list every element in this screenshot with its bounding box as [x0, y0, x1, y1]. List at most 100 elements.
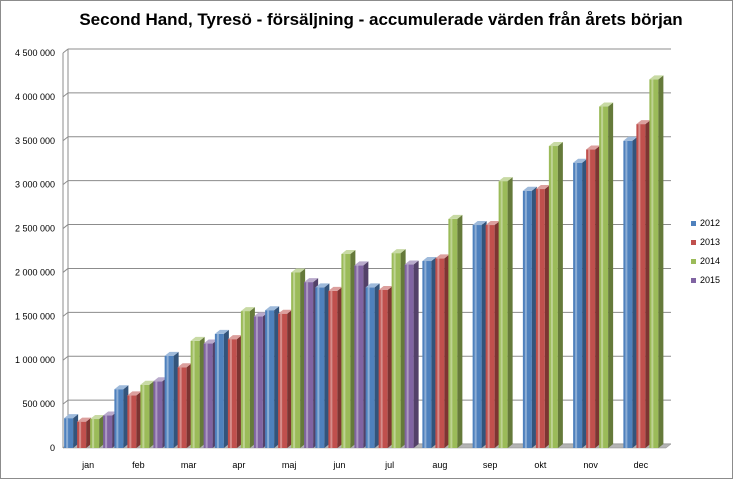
bar-highlight	[306, 282, 309, 448]
bar-highlight	[487, 225, 490, 448]
bar-side	[595, 145, 601, 449]
bar-side	[199, 336, 205, 448]
bar-side	[494, 221, 500, 448]
bar-mar-2013	[177, 363, 192, 448]
bar-front	[522, 190, 532, 449]
bar-highlight	[500, 181, 503, 448]
bar-highlight	[242, 311, 245, 448]
bar-jul-2012	[365, 283, 380, 448]
bar-front	[203, 343, 213, 448]
bar-top	[265, 306, 280, 311]
bar-front	[140, 384, 150, 448]
bar-top	[190, 336, 205, 341]
bar-highlight	[293, 272, 296, 448]
bar-aug-2012	[422, 257, 437, 448]
bar-side	[223, 329, 229, 448]
bar-okt-2013	[535, 185, 550, 449]
bar-front	[214, 333, 224, 448]
y-tick-label: 0	[50, 443, 55, 453]
bar-side	[337, 286, 343, 448]
bar-jun-2013	[328, 286, 343, 448]
bar-jan-2013	[77, 417, 92, 448]
bar-highlight	[424, 261, 427, 448]
bar-front	[378, 290, 388, 448]
y-axis: 0 500 000 1 000 000 1 500 000 2 000 000 2 500…	[15, 48, 69, 453]
bar-side	[400, 249, 406, 448]
bar-highlight	[116, 389, 119, 448]
bar-highlight	[317, 287, 320, 448]
bar-top	[240, 307, 255, 312]
bar-jun-2012	[315, 283, 330, 448]
bar-top	[114, 385, 129, 390]
bar-highlight	[524, 190, 527, 449]
bar-mar-2014	[190, 336, 205, 448]
x-tick-label: jan	[81, 460, 94, 470]
bar-top	[304, 278, 319, 283]
bar-front	[164, 355, 174, 448]
bar-top	[573, 158, 588, 163]
bar-side	[413, 260, 419, 448]
gridline-depth	[62, 180, 69, 186]
bar-aug-2014	[448, 214, 463, 448]
bar-front	[435, 258, 445, 448]
bar-top	[328, 286, 343, 291]
legend-swatch	[691, 240, 696, 245]
bar-front	[265, 310, 275, 448]
bar-side	[544, 185, 550, 449]
bar-highlight	[625, 140, 628, 448]
gridline-depth	[62, 224, 69, 229]
bar-front	[485, 225, 495, 448]
bar-highlight	[343, 254, 346, 448]
bar-front	[64, 418, 74, 448]
bar-highlight	[179, 367, 182, 448]
y-tick-label: 500 000	[22, 399, 55, 409]
bar-top	[435, 254, 450, 259]
bar-side	[387, 286, 393, 448]
x-tick-label: feb	[132, 460, 145, 470]
bar-highlight	[406, 264, 409, 448]
legend-label: 2015	[700, 275, 720, 285]
bar-highlight	[229, 339, 232, 448]
bar-okt-2014	[548, 142, 563, 449]
gridline-depth	[62, 311, 69, 317]
bar-top	[315, 283, 330, 288]
bar-highlight	[155, 381, 158, 448]
bar-highlight	[267, 310, 270, 448]
bar-front	[278, 313, 288, 448]
x-tick-label: aug	[432, 460, 447, 470]
bar-dec-2012	[623, 136, 638, 448]
bar-nov-2013	[586, 145, 601, 449]
bar-highlight	[393, 253, 396, 448]
x-tick-label: jun	[332, 460, 345, 470]
bar-side	[86, 417, 92, 448]
bar-front	[354, 265, 364, 448]
bar-side	[481, 221, 487, 448]
gridline-depth	[62, 48, 69, 54]
bar-top	[153, 377, 168, 382]
bar-highlight	[450, 218, 453, 448]
bar-aug-2013	[435, 254, 450, 448]
bar-highlight	[255, 316, 258, 448]
bar-highlight	[129, 395, 132, 448]
bar-maj-2014	[291, 268, 306, 448]
bar-side	[99, 415, 105, 448]
bar-top	[472, 221, 487, 226]
bar-side	[582, 158, 588, 448]
bar-top	[354, 261, 369, 266]
bar-top	[77, 417, 92, 422]
bar-side	[287, 309, 293, 448]
bar-sep-2014	[498, 177, 513, 448]
bar-front	[240, 311, 250, 448]
bar-nov-2014	[599, 102, 614, 449]
y-tick-label: 2 000 000	[15, 267, 55, 277]
bar-top	[404, 260, 419, 265]
bar-highlight	[601, 106, 604, 449]
y-tick-label: 2 500 000	[15, 224, 55, 234]
bar-highlight	[550, 146, 553, 449]
bar-top	[140, 380, 155, 385]
bar-side	[149, 380, 155, 448]
y-tick-label: 1 000 000	[15, 355, 55, 365]
legend-swatch	[691, 221, 696, 226]
bar-front	[114, 389, 124, 448]
bar-okt-2012	[522, 186, 537, 449]
